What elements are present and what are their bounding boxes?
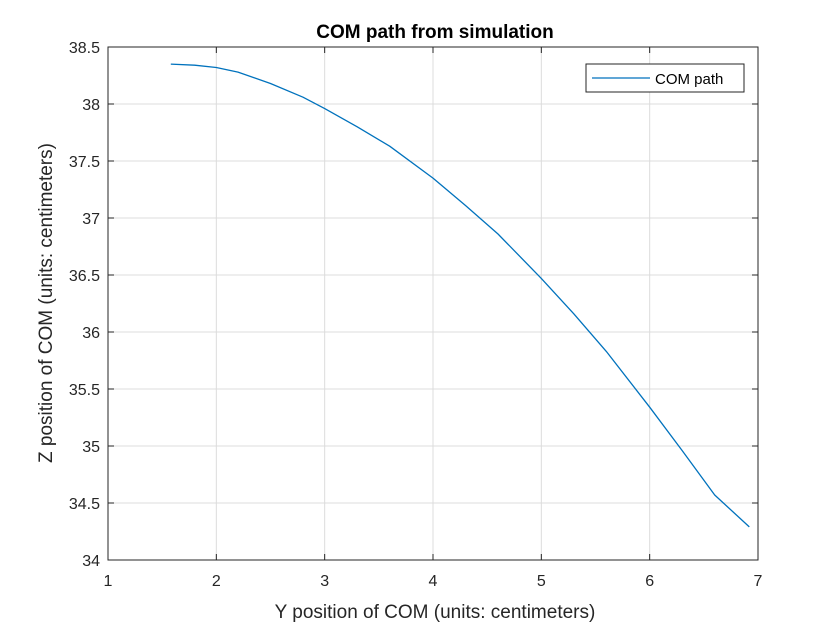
y-tick-label: 35 <box>82 439 100 456</box>
y-tick-label: 36.5 <box>69 268 100 285</box>
legend-label: COM path <box>655 71 723 88</box>
y-tick-label: 38 <box>82 97 100 114</box>
x-tick-label: 5 <box>537 573 546 590</box>
x-tick-label: 4 <box>429 573 438 590</box>
y-tick-label: 34 <box>82 553 100 570</box>
y-tick-label: 37.5 <box>69 154 100 171</box>
y-tick-label: 35.5 <box>69 382 100 399</box>
y-tick-label: 34.5 <box>69 496 100 513</box>
x-tick-label: 7 <box>754 573 763 590</box>
x-tick-label: 3 <box>320 573 329 590</box>
y-tick-label: 37 <box>82 211 100 228</box>
x-axis-label: Y position of COM (units: centimeters) <box>275 602 596 623</box>
series-layer <box>170 63 750 528</box>
y-axis-label: Z position of COM (units: centimeters) <box>36 143 57 463</box>
y-tick-label: 38.5 <box>69 40 100 57</box>
y-tick-label: 36 <box>82 325 100 342</box>
x-tick-label: 2 <box>212 573 221 590</box>
x-tick-label: 6 <box>645 573 654 590</box>
legend: COM path <box>585 63 745 93</box>
x-tick-label: 1 <box>104 573 113 590</box>
series-line-com-path <box>170 63 750 528</box>
chart-title: COM path from simulation <box>316 22 554 43</box>
